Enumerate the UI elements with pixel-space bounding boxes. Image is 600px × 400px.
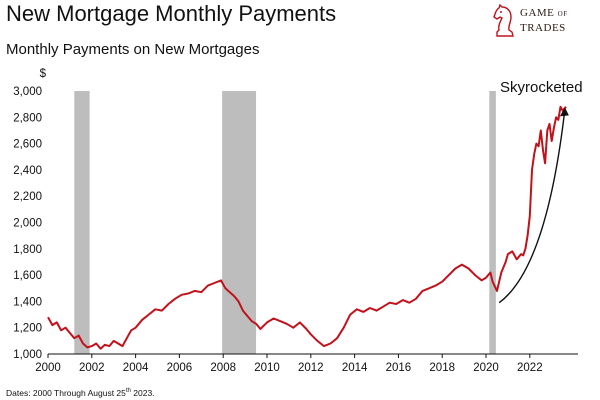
x-tick-label: 2018 (429, 362, 455, 374)
x-tick-label: 2006 (167, 362, 193, 374)
line-chart: 1,000 1,200 1,400 1,600 1,800 2,000 2,200 2,400… (13, 68, 583, 374)
logo-word-of: OF (557, 10, 568, 18)
y-tick-label: 1,400 (13, 296, 42, 308)
annotation-label: Skyrocketed (500, 79, 583, 96)
y-axis-unit-label: $ (40, 68, 47, 80)
y-tick-label: 3,000 (13, 86, 42, 98)
y-tick-label: 1,200 (13, 323, 42, 335)
footnote-dates-suffix: 2023. (130, 387, 155, 398)
y-tick-label: 1,800 (13, 244, 42, 256)
series-line-1 (47, 105, 567, 350)
annotation-arrow (498, 109, 566, 304)
y-tick-label: 2,800 (13, 112, 42, 124)
x-tick-label: 2010 (254, 362, 280, 374)
x-tick-label: 2020 (473, 362, 499, 374)
recession-band-2 (222, 91, 257, 354)
y-tick-label: 2,200 (13, 191, 42, 203)
page-title: New Mortgage Monthly Payments (6, 1, 337, 26)
x-tick-label: 2002 (79, 362, 105, 374)
y-tick-label: 2,000 (13, 218, 42, 230)
y-tick-label: 1,000 (13, 349, 42, 361)
game-of-trades-logo: GAME OF TRADES (492, 4, 592, 38)
footnote-dates-sup: th (125, 388, 131, 394)
logo-wordmark: GAME OF TRADES (520, 6, 568, 35)
footnote-dates: Dates: 2000 Through August 25th 2023. (6, 386, 155, 399)
y-tick-label: 2,400 (13, 165, 42, 177)
y-tick-label: 1,600 (13, 270, 42, 282)
annotation-arrowhead (559, 107, 569, 117)
y-tick-label: 2,600 (13, 139, 42, 151)
x-tick-label: 2012 (298, 362, 324, 374)
recession-band-3 (489, 91, 496, 354)
chess-knight-icon (493, 4, 514, 37)
x-tick-label: 2014 (342, 362, 368, 374)
chart-subtitle: Monthly Payments on New Mortgages (6, 41, 260, 58)
recession-band-1 (74, 91, 90, 354)
logo-word-game: GAME (520, 7, 555, 19)
footnote-dates-prefix: Dates: 2000 Through August 25 (6, 387, 126, 398)
logo-word-trades: TRADES (520, 22, 566, 34)
x-tick-label: 2008 (210, 362, 236, 374)
chart-area: 1,000 1,200 1,400 1,600 1,800 2,000 2,200 2,400… (0, 62, 600, 382)
x-tick-label: 2004 (123, 362, 149, 374)
x-tick-label: 2000 (35, 362, 61, 374)
x-tick-label: 2016 (386, 362, 412, 374)
x-tick-label: 2022 (517, 362, 543, 374)
